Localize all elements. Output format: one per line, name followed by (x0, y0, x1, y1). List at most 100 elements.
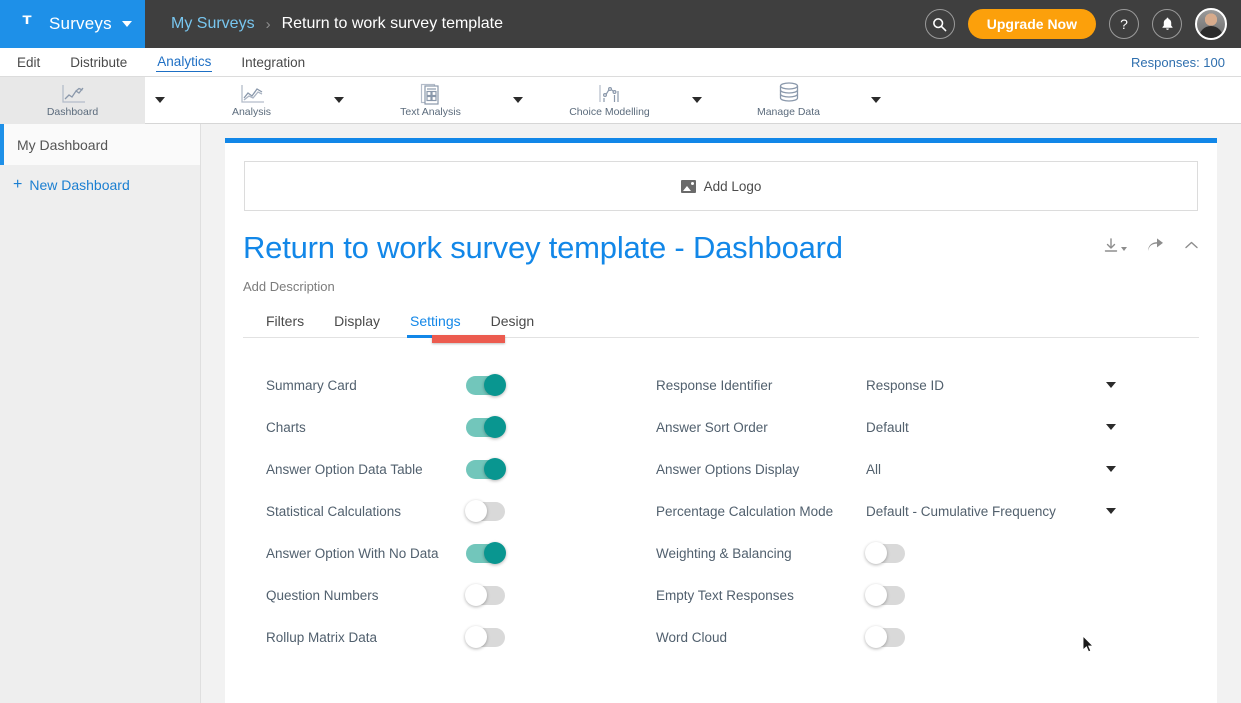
proprofs-p-logo-icon: ᵀ (22, 11, 32, 36)
toggle-question-numbers[interactable] (465, 584, 505, 607)
image-icon (680, 179, 696, 193)
download-chevron-down-icon[interactable] (1121, 247, 1127, 251)
toggle-answer-option-data-table[interactable] (466, 458, 506, 481)
chevron-down-icon[interactable] (121, 21, 132, 27)
setting-label-response-identifier: Response Identifier (656, 377, 773, 393)
collapse-chevron-icon[interactable] (1184, 240, 1199, 251)
download-icon[interactable] (1104, 238, 1127, 253)
toggle-summary-card[interactable] (466, 374, 506, 397)
nav-item-analytics[interactable]: Analytics (156, 52, 213, 72)
setting-label-percentage-calculation-mode: Percentage Calculation Mode (656, 503, 834, 519)
page-title: Return to work survey template - Dashboa… (243, 230, 843, 265)
select-value-answer-sort-order: Default (866, 419, 909, 435)
toggle-charts[interactable] (466, 416, 506, 439)
select-value-answer-options-display: All (866, 461, 882, 477)
select-answer-sort-order[interactable]: Default (866, 420, 1116, 435)
search-icon[interactable] (924, 9, 955, 39)
add-logo-label: Add Logo (703, 178, 762, 194)
setting-label-rollup-matrix-data: Rollup Matrix Data (266, 629, 378, 645)
toggle-empty-text-responses[interactable] (865, 584, 905, 607)
title-row: Return to work survey template - Dashboa… (243, 230, 1199, 265)
tab-settings[interactable]: Settings (407, 313, 464, 339)
toolbar-label-manage-data: Manage Data (756, 105, 821, 118)
nav-item-distribute[interactable]: Distribute (70, 54, 128, 70)
select-response-identifier[interactable]: Response ID (866, 378, 1116, 393)
notification-bell-icon[interactable] (1152, 9, 1182, 39)
toggle-word-cloud[interactable] (865, 626, 905, 649)
chevron-down-icon (1106, 424, 1116, 431)
setting-label-weighting-and-balancing: Weighting & Balancing (656, 545, 792, 561)
document-grid-icon (420, 83, 442, 105)
toolbar-label-dashboard: Dashboard (46, 105, 99, 118)
tab-filters[interactable]: Filters (266, 313, 305, 330)
toggle-statistical-calculations[interactable] (465, 500, 505, 523)
select-answer-options-display[interactable]: All (866, 462, 1116, 477)
tab-display[interactable]: Display (334, 313, 381, 330)
setting-row-answer-sort-order: Answer Sort Order Default (656, 406, 1199, 448)
share-icon[interactable] (1147, 238, 1164, 253)
setting-label-question-numbers: Question Numbers (266, 587, 379, 603)
toggle-weighting-and-balancing[interactable] (865, 542, 905, 565)
toolbar-item-text-analysis[interactable]: Text Analysis (358, 77, 503, 124)
toggle-rollup-matrix-data[interactable] (465, 626, 505, 649)
help-icon[interactable]: ? (1109, 9, 1139, 39)
select-value-percentage-calculation-mode: Default - Cumulative Frequency (866, 503, 1056, 519)
toolbar-group-text-analysis: Text Analysis (358, 77, 537, 123)
select-percentage-calculation-mode[interactable]: Default - Cumulative Frequency (866, 504, 1116, 519)
setting-row-answer-options-display: Answer Options Display All (656, 448, 1199, 490)
toolbar-caret-choice-modelling[interactable] (692, 97, 702, 103)
section-nav-bar: Edit Distribute Analytics Integration Re… (0, 48, 1241, 77)
toolbar-item-choice-modelling[interactable]: Choice Modelling (537, 77, 682, 124)
database-icon (778, 81, 800, 105)
toolbar-caret-manage-data[interactable] (871, 97, 881, 103)
plus-icon: + (13, 176, 23, 193)
add-description-link[interactable]: Add Description (243, 279, 335, 295)
setting-label-word-cloud: Word Cloud (656, 629, 728, 645)
tab-design[interactable]: Design (490, 313, 535, 330)
setting-row-rollup-matrix-data: Rollup Matrix Data (266, 616, 656, 658)
settings-panel: Summary Card Charts Answer Option Data T… (243, 338, 1199, 658)
toolbar-item-manage-data[interactable]: Manage Data (716, 77, 861, 124)
setting-row-charts: Charts (266, 406, 656, 448)
body-wrapper: My Dashboard + New Dashboard Add Logo Re… (0, 124, 1241, 703)
setting-label-empty-text-responses: Empty Text Responses (656, 587, 794, 603)
nav-item-integration[interactable]: Integration (241, 54, 306, 70)
upgrade-now-button[interactable]: Upgrade Now (967, 9, 1096, 39)
toolbar-caret-dashboard[interactable] (155, 97, 165, 103)
new-dashboard-button[interactable]: + New Dashboard (0, 165, 200, 205)
breadcrumb-my-surveys[interactable]: My Surveys (171, 15, 255, 32)
setting-row-weighting-and-balancing: Weighting & Balancing (656, 532, 1199, 574)
breadcrumb-current: Return to work survey template (281, 15, 503, 32)
nav-item-edit[interactable]: Edit (17, 54, 41, 70)
toolbar-caret-text-analysis[interactable] (513, 97, 523, 103)
toggle-answer-option-with-no-data[interactable] (466, 542, 506, 565)
sidebar-item-my-dashboard[interactable]: My Dashboard (0, 124, 200, 165)
responses-count: Responses: 100 (1131, 54, 1225, 70)
dashboard-tabs: Filters Display Settings Design (243, 313, 1199, 344)
chevron-down-icon (1106, 382, 1116, 389)
breadcrumb-separator-icon: › (265, 15, 271, 33)
content-area: Add Logo Return to work survey template … (201, 124, 1241, 703)
settings-tab-highlight-marker (432, 335, 505, 344)
setting-row-percentage-calculation-mode: Percentage Calculation Mode Default - Cu… (656, 490, 1199, 532)
add-logo-dropzone[interactable]: Add Logo (244, 161, 1198, 211)
section-nav-items: Edit Distribute Analytics Integration (0, 52, 306, 72)
setting-label-answer-option-data-table: Answer Option Data Table (266, 461, 423, 477)
top-bar-actions: Upgrade Now ? (924, 8, 1241, 40)
dashboard-sidebar: My Dashboard + New Dashboard (0, 124, 201, 703)
setting-row-summary-card: Summary Card (266, 364, 656, 406)
toolbar-group-choice-modelling: Choice Modelling (537, 77, 716, 123)
toolbar-item-dashboard[interactable]: Dashboard (0, 76, 145, 124)
brand-block[interactable]: ᵀ Surveys (0, 0, 145, 48)
analytics-toolbar: Dashboard Analysis (0, 76, 1241, 124)
toolbar-item-analysis[interactable]: Analysis (179, 77, 324, 124)
setting-row-statistical-calculations: Statistical Calculations (266, 490, 656, 532)
toolbar-caret-analysis[interactable] (334, 97, 344, 103)
setting-label-summary-card: Summary Card (266, 377, 357, 393)
avatar[interactable] (1195, 8, 1227, 40)
line-chart-icon (60, 83, 86, 105)
new-dashboard-label: New Dashboard (29, 177, 130, 193)
setting-row-answer-option-data-table: Answer Option Data Table (266, 448, 656, 490)
chevron-down-icon (1106, 466, 1116, 473)
settings-left-column: Summary Card Charts Answer Option Data T… (266, 364, 656, 658)
